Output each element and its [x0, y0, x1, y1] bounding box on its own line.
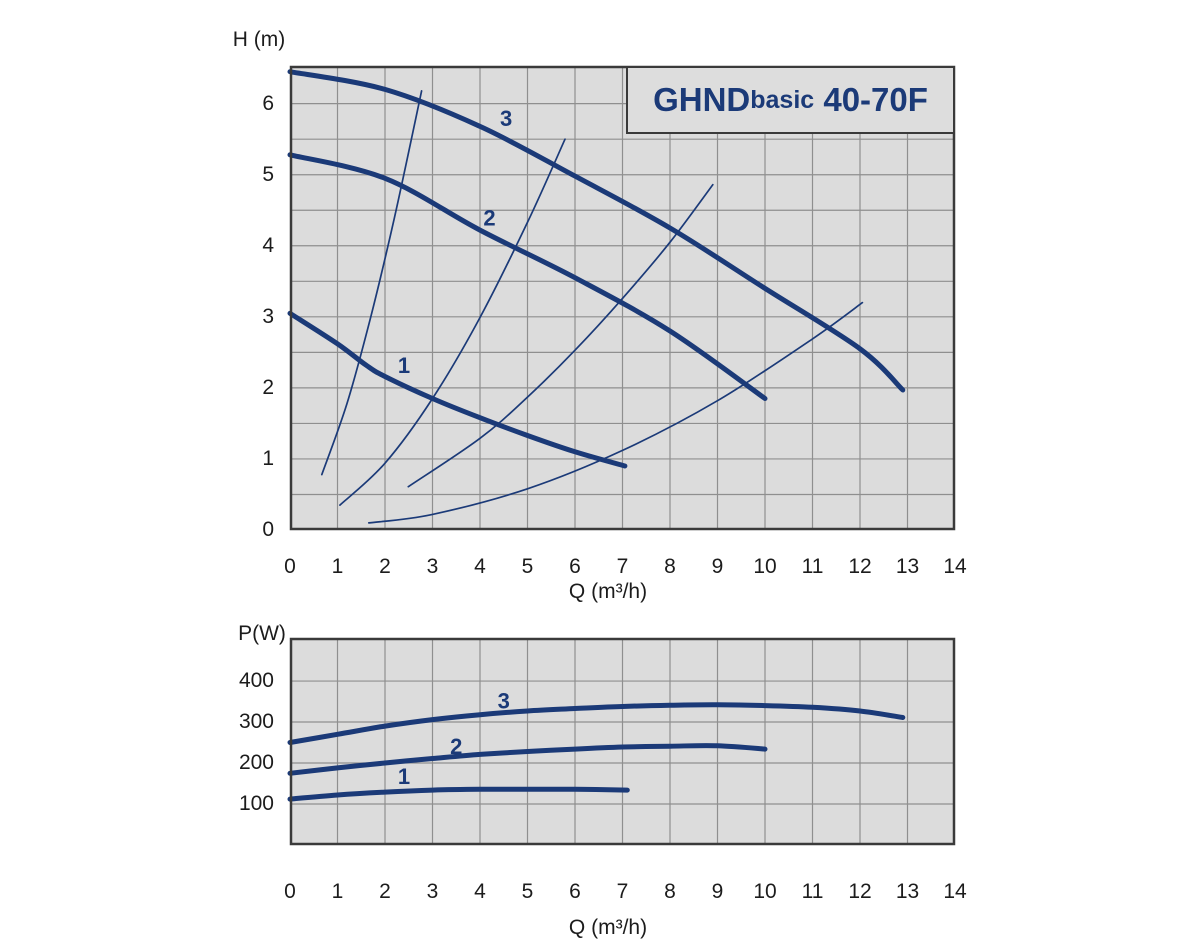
y-tick-label: 100	[238, 792, 274, 815]
pump-curve-2	[287, 152, 768, 401]
y-tick-label: 1	[262, 446, 274, 470]
y-tick-label: 200	[238, 751, 274, 775]
pump-model-title-box: GHND basic 40-70F	[626, 66, 955, 134]
system-curve-4	[367, 301, 864, 524]
x-tick-label: 5	[521, 555, 534, 578]
system-curve-1	[320, 90, 423, 476]
power-chart-plot: 1 2 3	[287, 637, 956, 846]
x-tick-label: 3	[426, 880, 439, 903]
head-flow-chart-svg: 1 2 3	[287, 65, 956, 531]
x-tick-label: 7	[616, 880, 629, 903]
y-tick-label: 300	[238, 710, 274, 734]
plot-border	[289, 65, 956, 531]
x-tick-label: 12	[848, 555, 872, 578]
x-tick-label: 5	[521, 880, 534, 903]
x-tick-label: 9	[711, 880, 724, 903]
x-tick-label: 2	[379, 555, 391, 578]
x-tick-label: 13	[895, 555, 920, 578]
y-tick-label: 400	[238, 669, 274, 693]
y-axis-title: H (m)	[232, 28, 286, 51]
x-tick-label: 3	[426, 555, 439, 578]
x-tick-label: 8	[664, 555, 676, 578]
x-tick-label: 14	[943, 555, 967, 578]
y-tick-label: 2	[262, 375, 274, 399]
system-curve-2	[339, 138, 566, 506]
curve-label-2: 2	[483, 205, 495, 230]
x-axis-title: Q (m³/h)	[568, 916, 648, 939]
x-axis-title: Q (m³/h)	[568, 580, 648, 603]
x-tick-label: 11	[801, 880, 824, 903]
x-tick-label: 6	[569, 880, 581, 903]
y-tick-label: 4	[262, 233, 274, 257]
curve-label-2: 2	[450, 734, 462, 759]
x-tick-label: 10	[753, 555, 777, 578]
x-tick-label: 2	[379, 880, 391, 903]
y-tick-label: 0	[262, 518, 274, 541]
curve-label-1: 1	[398, 353, 410, 378]
head-chart-plot: 1 2 3	[287, 65, 956, 531]
y-axis-title: P(W)	[238, 622, 286, 645]
x-tick-label: 6	[569, 555, 581, 578]
x-tick-label: 7	[616, 555, 629, 578]
pump-curve-2	[287, 743, 768, 776]
x-tick-label: 11	[801, 555, 824, 578]
x-tick-label: 10	[753, 880, 777, 903]
x-tick-label: 1	[331, 880, 344, 903]
curve-label-1: 1	[398, 764, 410, 789]
curve-label-3: 3	[498, 689, 510, 714]
pump-model-size: 40-70F	[814, 81, 928, 118]
x-tick-label: 12	[848, 880, 872, 903]
plot-border	[289, 637, 956, 846]
system-curve-3	[407, 183, 714, 488]
pump-curve-3	[287, 702, 906, 745]
y-tick-label: 6	[262, 91, 274, 115]
power-flow-chart-svg: 1 2 3	[287, 637, 956, 846]
pump-curve-1	[287, 786, 630, 802]
x-tick-label: 0	[284, 555, 296, 578]
curve-label-3: 3	[500, 106, 512, 131]
x-tick-label: 14	[943, 880, 967, 903]
x-tick-label: 0	[284, 880, 296, 903]
pump-curve-1	[287, 310, 628, 469]
y-tick-label: 5	[262, 162, 274, 186]
pump-curve-3	[287, 69, 906, 393]
x-tick-label: 4	[474, 880, 486, 903]
x-tick-label: 1	[331, 555, 344, 578]
x-tick-label: 8	[664, 880, 676, 903]
x-tick-label: 9	[711, 555, 724, 578]
pump-model-name: GHND	[653, 81, 751, 118]
x-tick-label: 13	[895, 880, 920, 903]
y-tick-label: 3	[262, 304, 274, 328]
x-tick-label: 4	[474, 555, 486, 578]
pump-model-variant: basic	[750, 85, 815, 114]
